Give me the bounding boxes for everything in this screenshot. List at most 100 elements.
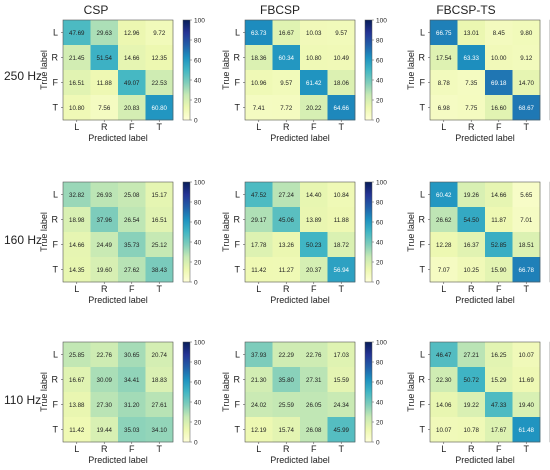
confusion-matrix-fbcsp-160-hz: 47.52 27.24 14.40 10.84 29.17 45.06 13.89 11.88… xyxy=(221,179,387,305)
colorbar-gradient xyxy=(364,19,373,121)
heatmap-cell xyxy=(272,182,301,208)
heatmap-cell xyxy=(145,417,174,443)
colorbar-tick-label: 80 xyxy=(194,359,202,366)
heatmap-cell xyxy=(245,342,273,368)
x-tick-label: L xyxy=(74,284,79,294)
confusion-matrix-fbcsp-250-hz: 63.73 16.67 10.03 9.57 18.36 60.34 10.80 10.49 1… xyxy=(221,17,387,143)
y-tick-label: T xyxy=(420,103,426,113)
heatmap-cell xyxy=(63,367,91,393)
cell-value-label: 18.36 xyxy=(251,55,267,62)
x-axis-label: Predicted label xyxy=(88,295,148,305)
heatmap-cell xyxy=(272,20,301,46)
heatmap-cell xyxy=(90,257,119,283)
cell-value-label: 11.27 xyxy=(279,267,295,274)
heatmap-cell xyxy=(90,45,119,71)
cell-value-label: 7.35 xyxy=(465,80,478,87)
colorbar-tick-label: 0 xyxy=(376,279,380,286)
cell-value-label: 10.00 xyxy=(491,55,507,62)
heatmap-cell xyxy=(485,207,513,233)
heatmap-cell xyxy=(145,367,174,393)
y-axis-label: True label xyxy=(39,212,49,252)
heatmap-cell xyxy=(300,20,328,46)
x-tick-label: F xyxy=(129,122,135,132)
cell-value-label: 45.99 xyxy=(334,427,350,434)
heatmap-cell xyxy=(430,45,458,71)
colorbar-tick-label: 20 xyxy=(376,97,384,104)
x-tick-label: R xyxy=(101,444,108,454)
heatmap-cell xyxy=(245,95,273,121)
heatmap-cell xyxy=(145,45,174,71)
y-tick-label: F xyxy=(420,400,426,410)
cell-value-label: 6.98 xyxy=(438,105,451,112)
y-tick-label: R xyxy=(234,375,241,385)
y-tick-label: R xyxy=(52,375,59,385)
matrix-frame xyxy=(429,19,541,121)
heatmap-cell xyxy=(512,182,541,208)
heatmap-cell xyxy=(300,95,328,121)
heatmap-cell xyxy=(118,392,146,418)
heatmap-cell xyxy=(245,45,273,71)
y-tick-label: L xyxy=(53,350,58,360)
cell-value-label: 19.44 xyxy=(97,427,113,434)
cell-value-label: 11.88 xyxy=(334,217,350,224)
colorbar-gradient xyxy=(182,19,191,121)
x-tick-label: T xyxy=(524,122,530,132)
colorbar: 0 20 40 60 80 100 xyxy=(364,339,387,446)
matrix-frame xyxy=(62,19,174,121)
cell-value-label: 20.22 xyxy=(306,105,322,112)
x-tick-label: F xyxy=(129,444,135,454)
heatmap-cell xyxy=(327,232,356,258)
cell-value-label: 19.26 xyxy=(464,192,480,199)
cell-value-label: 50.72 xyxy=(464,377,480,384)
colorbar-tick-label: 40 xyxy=(194,77,202,84)
heatmap-cell xyxy=(272,367,301,393)
heatmap-cell xyxy=(457,392,486,418)
heatmap-cell xyxy=(90,232,119,258)
heatmap-cell xyxy=(245,257,273,283)
y-tick-label: T xyxy=(53,265,59,275)
confusion-matrix-fbcsp-ts-160-hz: 60.42 19.26 14.66 5.65 26.62 54.50 11.87 7.01 12… xyxy=(406,181,550,305)
y-tick-label: R xyxy=(419,53,426,63)
x-tick-label: T xyxy=(339,444,345,454)
heatmap-cell xyxy=(430,417,458,443)
cell-value-label: 9.57 xyxy=(335,30,348,37)
cell-value-label: 12.28 xyxy=(436,242,452,249)
heatmap-cell xyxy=(327,70,356,96)
cell-value-label: 19.22 xyxy=(464,402,480,409)
cell-value-label: 17.03 xyxy=(334,352,350,359)
matrix-frame xyxy=(429,181,541,283)
cell-value-label: 12.19 xyxy=(251,427,267,434)
heatmap-cell xyxy=(327,20,356,46)
x-tick-label: T xyxy=(157,444,163,454)
heatmap-cell xyxy=(90,70,119,96)
cell-value-label: 25.85 xyxy=(69,352,85,359)
y-tick-label: L xyxy=(420,190,425,200)
heatmap-cell xyxy=(512,392,541,418)
y-axis-label: True label xyxy=(221,212,231,252)
cell-value-label: 17.67 xyxy=(491,427,507,434)
y-tick-label: T xyxy=(235,265,241,275)
heatmap-cell xyxy=(300,367,328,393)
x-tick-label: T xyxy=(339,284,345,294)
y-tick-label: T xyxy=(235,425,241,435)
x-axis-label: Predicted label xyxy=(88,455,148,465)
heatmap-cell xyxy=(245,207,273,233)
cell-value-label: 17.54 xyxy=(436,55,452,62)
heatmap-cell xyxy=(145,232,174,258)
heatmap-cell xyxy=(63,392,91,418)
x-axis-label: Predicted label xyxy=(88,133,148,143)
heatmap-cell xyxy=(300,392,328,418)
heatmap-cell xyxy=(118,70,146,96)
heatmap-cell xyxy=(63,257,91,283)
colorbar-tick-label: 20 xyxy=(194,97,202,104)
cell-value-label: 26.93 xyxy=(97,192,113,199)
heatmap-cell xyxy=(145,257,174,283)
heatmap-cell xyxy=(272,45,301,71)
column-title-csp: CSP xyxy=(84,3,109,17)
cell-value-label: 46.47 xyxy=(436,352,452,359)
heatmap-cell xyxy=(245,232,273,258)
heatmap-cell xyxy=(63,70,91,96)
cell-value-label: 66.75 xyxy=(436,30,452,37)
heatmap-cell xyxy=(430,182,458,208)
cell-value-label: 15.90 xyxy=(491,267,507,274)
